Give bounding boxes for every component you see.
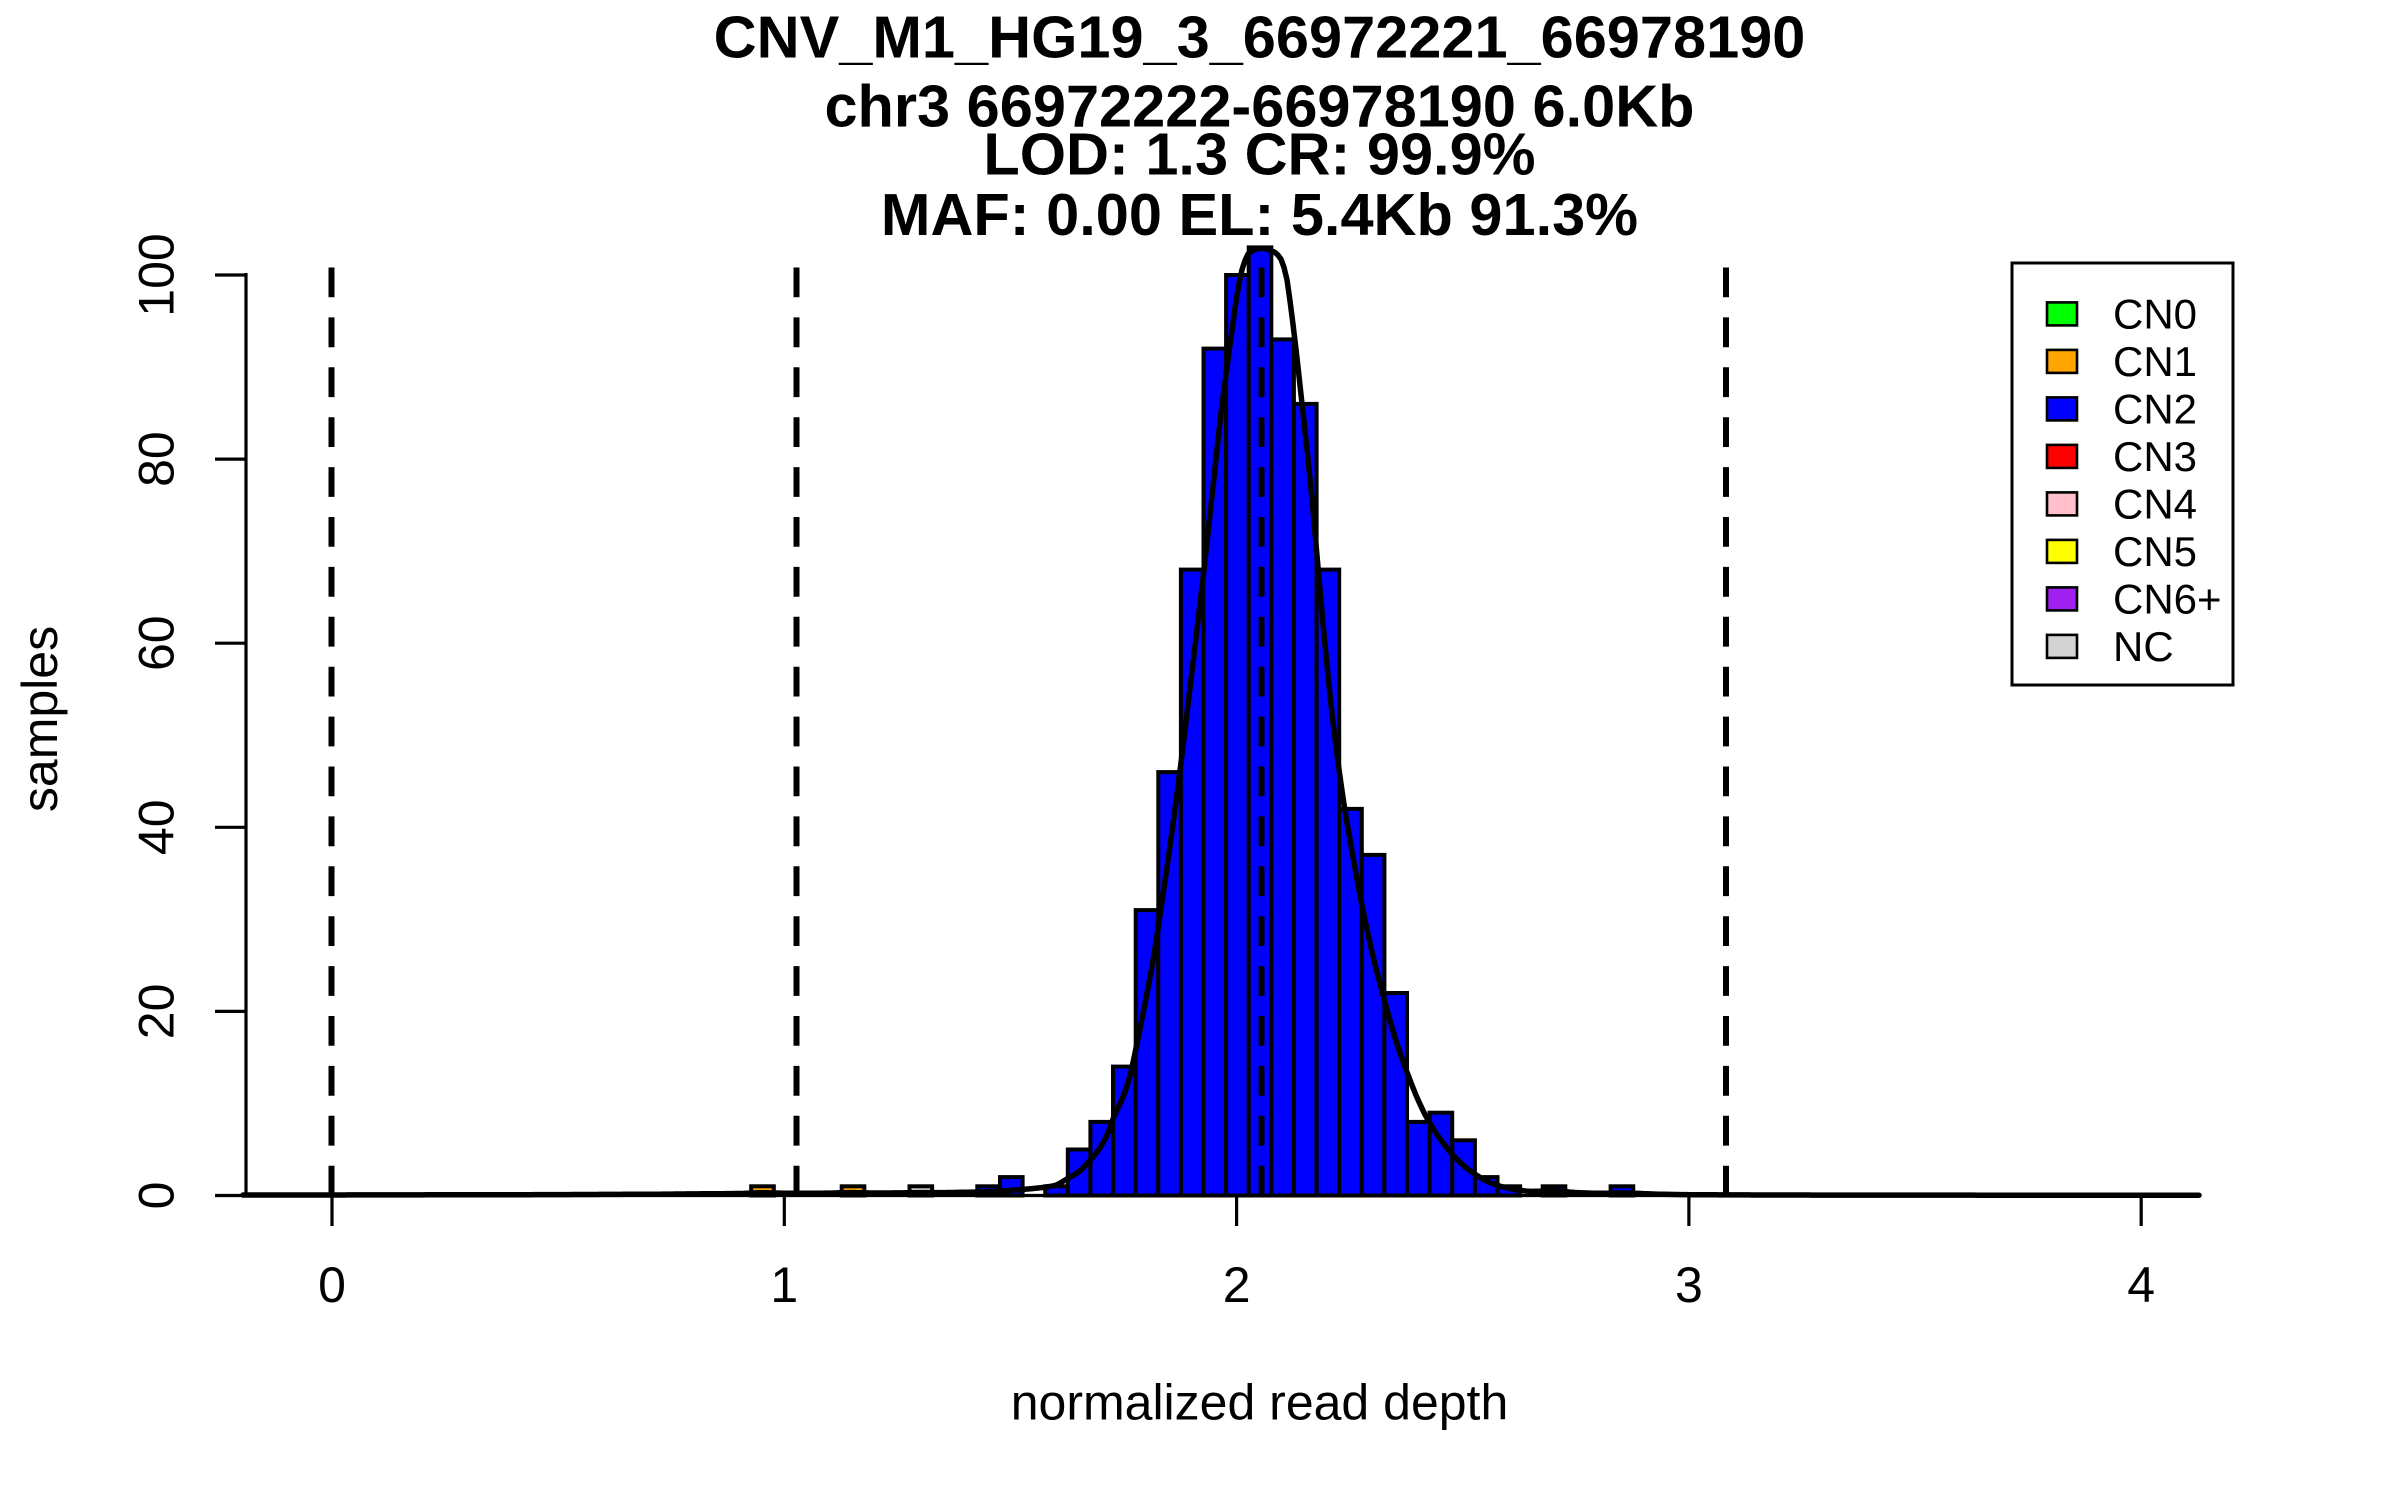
svg-text:CN6+: CN6+ <box>2113 576 2222 623</box>
svg-text:NC: NC <box>2113 623 2174 670</box>
svg-text:CN1: CN1 <box>2113 338 2197 385</box>
svg-text:0: 0 <box>318 1257 346 1313</box>
svg-text:2: 2 <box>1223 1257 1251 1313</box>
svg-text:80: 80 <box>129 431 185 487</box>
svg-text:CN5: CN5 <box>2113 528 2197 575</box>
svg-text:0: 0 <box>129 1182 185 1210</box>
svg-text:1: 1 <box>770 1257 798 1313</box>
svg-text:LOD: 1.3 CR: 99.9%: LOD: 1.3 CR: 99.9% <box>983 121 1535 188</box>
svg-text:CN0: CN0 <box>2113 291 2197 338</box>
svg-text:chr3 66972222-66978190 6.0Kb: chr3 66972222-66978190 6.0Kb <box>824 72 1694 139</box>
svg-text:40: 40 <box>129 799 185 855</box>
svg-text:3: 3 <box>1675 1257 1703 1313</box>
svg-text:CN3: CN3 <box>2113 433 2197 480</box>
svg-text:60: 60 <box>129 615 185 671</box>
svg-text:20: 20 <box>129 984 185 1040</box>
svg-text:CNV_M1_HG19_3_66972221_6697819: CNV_M1_HG19_3_66972221_66978190 <box>714 4 1806 71</box>
svg-text:MAF: 0.00 EL: 5.4Kb 91.3%: MAF: 0.00 EL: 5.4Kb 91.3% <box>881 181 1638 248</box>
svg-text:samples: samples <box>12 626 68 812</box>
svg-text:normalized read depth: normalized read depth <box>1011 1375 1509 1431</box>
svg-text:100: 100 <box>129 233 185 316</box>
svg-text:CN2: CN2 <box>2113 386 2197 433</box>
svg-text:CN4: CN4 <box>2113 481 2197 528</box>
svg-text:4: 4 <box>2127 1257 2155 1313</box>
